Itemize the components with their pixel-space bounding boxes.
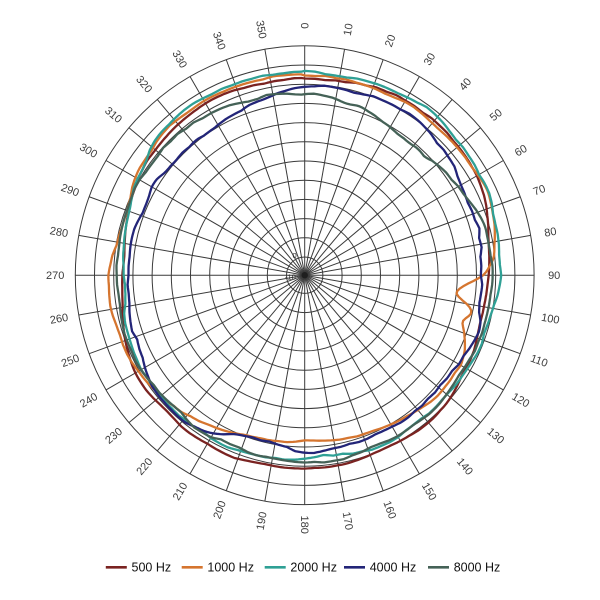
svg-text:230: 230: [103, 426, 125, 447]
svg-text:250: 250: [60, 352, 81, 370]
svg-text:330: 330: [169, 49, 189, 71]
svg-text:150: 150: [419, 481, 439, 503]
svg-text:40: 40: [457, 76, 474, 93]
svg-text:8000 Hz: 8000 Hz: [454, 561, 501, 575]
svg-text:20: 20: [383, 33, 398, 49]
svg-text:320: 320: [133, 74, 154, 96]
svg-text:190: 190: [255, 511, 270, 531]
svg-text:50: 50: [488, 107, 505, 124]
svg-text:260: 260: [49, 312, 69, 327]
svg-text:310: 310: [102, 105, 124, 126]
svg-text:240: 240: [78, 391, 100, 411]
svg-text:120: 120: [509, 391, 531, 411]
svg-text:80: 80: [543, 226, 557, 240]
svg-text:160: 160: [380, 499, 398, 520]
svg-text:130: 130: [484, 426, 506, 447]
svg-text:4000 Hz: 4000 Hz: [370, 561, 417, 575]
svg-text:60: 60: [513, 143, 530, 160]
svg-text:10: 10: [342, 23, 356, 37]
svg-text:0: 0: [300, 23, 312, 29]
svg-text:500 Hz: 500 Hz: [132, 561, 172, 575]
svg-text:220: 220: [134, 456, 155, 478]
svg-text:350: 350: [253, 20, 268, 40]
svg-text:70: 70: [532, 183, 548, 198]
svg-text:270: 270: [46, 270, 64, 282]
svg-text:290: 290: [59, 182, 80, 200]
svg-text:100: 100: [540, 312, 560, 327]
svg-text:170: 170: [340, 511, 355, 531]
svg-text:200: 200: [211, 499, 229, 520]
svg-text:340: 340: [210, 30, 228, 51]
svg-text:140: 140: [454, 456, 475, 478]
svg-text:180: 180: [298, 516, 310, 534]
svg-text:1000 Hz: 1000 Hz: [207, 561, 254, 575]
svg-text:30: 30: [422, 51, 439, 68]
svg-text:300: 300: [77, 141, 99, 161]
svg-text:-10: -10: [285, 273, 296, 282]
svg-text:280: 280: [49, 225, 69, 240]
svg-text:210: 210: [171, 481, 191, 503]
svg-text:90: 90: [548, 270, 560, 282]
svg-text:0: 0: [293, 251, 297, 260]
svg-text:2000 Hz: 2000 Hz: [290, 561, 337, 575]
svg-text:110: 110: [529, 353, 550, 370]
